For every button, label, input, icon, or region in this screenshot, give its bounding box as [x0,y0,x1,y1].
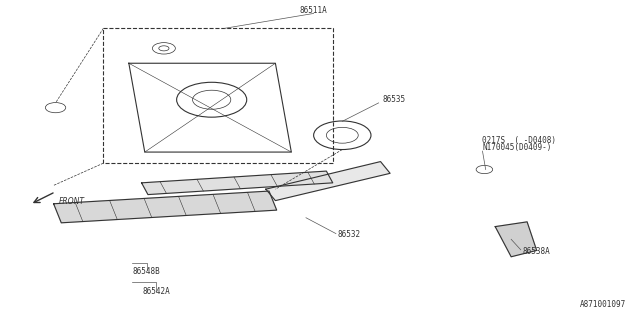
Text: N170045(D0409-): N170045(D0409-) [483,143,552,152]
Text: 86535: 86535 [383,95,406,104]
Polygon shape [495,222,537,257]
Text: 86532: 86532 [338,230,361,239]
Text: 86548B: 86548B [133,267,161,276]
Text: A871001097: A871001097 [580,300,626,309]
Text: 86511A: 86511A [300,6,328,15]
Polygon shape [266,162,390,201]
Text: 86538A: 86538A [523,247,550,257]
Text: FRONT: FRONT [59,197,84,206]
Text: 86542A: 86542A [142,287,170,296]
Text: 0217S  ( -D0408): 0217S ( -D0408) [483,136,557,145]
Polygon shape [54,191,276,223]
Polygon shape [141,171,333,195]
